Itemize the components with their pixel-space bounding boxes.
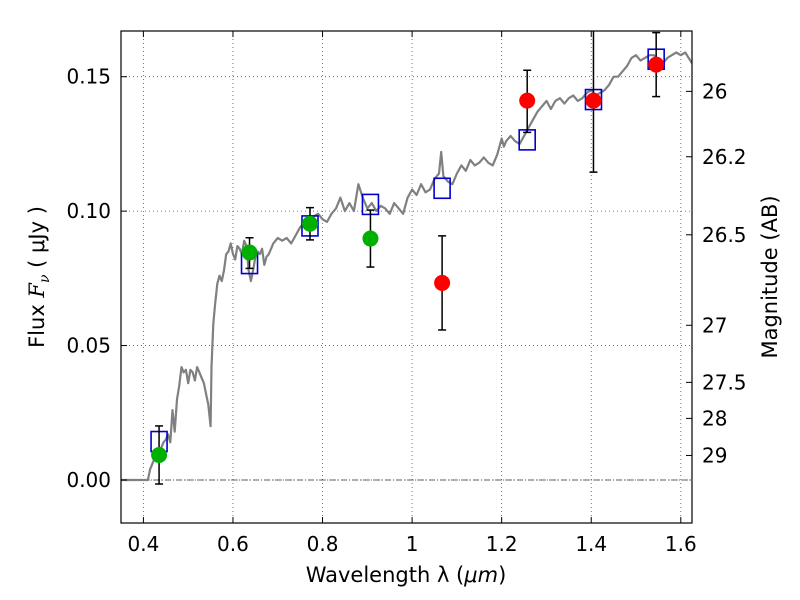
x-tick-label: 0.6 xyxy=(217,532,249,556)
mag-tick-label: 26.5 xyxy=(702,223,747,247)
right-axis-label: Magnitude (AB) xyxy=(758,195,782,358)
y-tick-label: 0.05 xyxy=(66,334,111,358)
model-spectrum-line xyxy=(121,51,692,482)
x-tick-label: 1.6 xyxy=(665,532,697,556)
plot-frame xyxy=(120,30,693,524)
mag-tick-label: 26 xyxy=(702,79,727,103)
ticks: 0.4 0.6 0.8 1 1.2 1.4 1.6 0.00 0.05 0.10 0.15 26 26.… xyxy=(66,31,747,556)
x-tick-label: 0.8 xyxy=(307,532,339,556)
y-axis-label-symbol: F xyxy=(25,282,49,299)
x-tick-label: 1 xyxy=(406,532,419,556)
x-axis-label: Wavelength λ (μm) xyxy=(306,563,507,587)
red-point xyxy=(434,274,451,291)
mag-tick-label: 26.2 xyxy=(702,145,747,169)
red-point xyxy=(519,92,536,109)
model-band-box xyxy=(433,177,451,200)
y-tick-label: 0.00 xyxy=(66,468,111,492)
green-point xyxy=(301,215,318,232)
y-axis-label-prefix: Flux xyxy=(25,298,49,348)
mag-tick-label: 27.5 xyxy=(702,370,747,394)
plot-background xyxy=(121,31,692,523)
red-point xyxy=(648,56,665,73)
y-axis-label: Flux Fν ( μJy ) xyxy=(25,206,53,348)
x-tick-label: 0.4 xyxy=(127,532,159,556)
mag-tick-label: 28 xyxy=(702,406,727,430)
x-tick-label: 1.4 xyxy=(575,532,607,556)
x-axis-label-close: ) xyxy=(498,563,506,587)
model-spectrum-layer xyxy=(121,51,692,482)
y-tick-label: 0.10 xyxy=(66,199,111,223)
x-tick-label: 1.2 xyxy=(486,532,518,556)
mag-tick-label: 29 xyxy=(702,443,727,467)
x-axis-label-unit: μm xyxy=(463,563,498,587)
y-axis-label-subscript: ν xyxy=(37,274,53,283)
y-tick-label: 0.15 xyxy=(66,65,111,89)
red-point xyxy=(585,92,602,109)
green-point xyxy=(362,230,379,247)
point-layer xyxy=(151,56,665,463)
y-axis-label-unit: ( μJy ) xyxy=(25,206,49,274)
green-point xyxy=(241,244,258,261)
mag-tick-label: 27 xyxy=(702,313,727,337)
x-axis-label-text: Wavelength λ ( xyxy=(306,563,465,587)
green-point xyxy=(151,446,168,463)
